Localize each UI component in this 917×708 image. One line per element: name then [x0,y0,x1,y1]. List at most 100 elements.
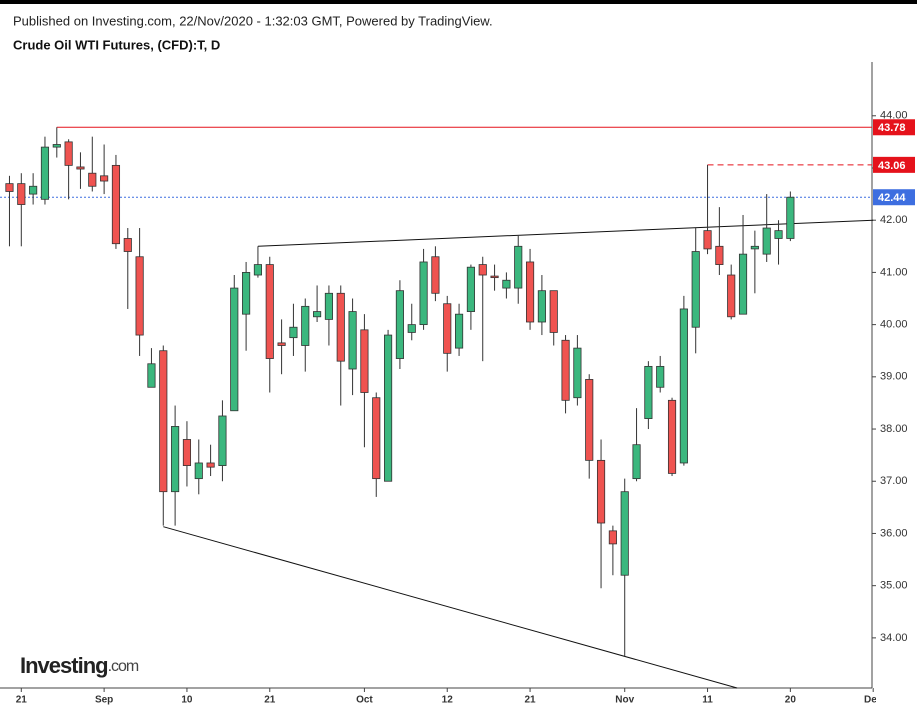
y-tick-label: 34.00 [880,632,908,644]
logo-main: Investing [20,653,108,678]
candle-body [691,251,700,328]
candle-body [703,230,712,250]
price-tag [873,156,915,173]
candle-body [384,334,393,482]
y-tick-label: 44.00 [880,110,908,122]
candle-body [762,227,771,255]
x-tick-label: 20 [785,695,797,706]
candle-body [289,326,298,339]
y-tick-label: 39.00 [880,371,908,383]
candle-body [242,272,251,315]
candle-body [64,141,73,166]
candle-body [40,146,50,200]
candle-body [336,292,345,362]
x-tick-label: Oct [356,695,373,706]
candle-body [194,462,203,480]
trend-line [257,219,874,247]
candle-body [324,292,333,320]
candle-body [727,274,736,318]
price-tag [873,189,915,206]
candle-body [774,230,783,239]
y-tick-label: 37.00 [880,475,908,487]
candle-body [466,266,475,312]
logo: Investing.com [20,653,139,678]
candle-body [171,426,180,493]
price-tag [873,119,915,136]
candle-body [585,379,594,461]
y-tick-label: 41.00 [880,266,908,278]
candle-body [230,287,239,412]
candle-body [360,329,369,393]
chart-title: Crude Oil WTI Futures, (CFD):T, D [13,37,220,52]
candle-body [29,185,38,195]
candle-body [573,347,582,399]
candle-body [301,305,310,346]
plot: 34.00 35.00 36.00 37.00 38.00 39.00 40.00 41.00… [0,110,915,706]
candle-body [372,397,381,480]
candle-body [147,363,156,388]
candle-body [620,491,629,576]
x-tick-label: 21 [524,695,536,706]
candle-body [715,245,724,265]
candle-body [88,172,97,187]
candle-body [738,253,748,315]
candle-body [679,308,688,464]
candle-body [750,245,759,250]
price-tag-label: 42.44 [878,192,906,204]
x-tick-label: Dec [864,695,883,706]
x-tick-label: Nov [615,695,634,706]
candle-body [502,279,511,289]
candle-body [644,365,653,419]
x-tick-label: 11 [702,695,713,706]
x-tick-label: 12 [442,695,454,706]
candle-body [111,164,121,245]
candle-body [561,339,570,401]
candle-body [632,444,641,480]
candle-body [159,350,168,493]
candle-body [443,303,452,354]
candle-body [277,342,286,346]
candle-body [419,261,428,326]
candle-body [667,399,677,474]
x-tick-label: 21 [264,695,276,706]
price-tag-label: 43.78 [878,122,906,134]
trend-line [163,526,738,689]
candle-body [265,264,274,359]
y-tick-label: 42.00 [880,214,908,226]
y-tick-label: 35.00 [880,580,908,592]
candle-body [608,530,617,545]
candle-body [549,290,558,333]
candle-body [100,175,109,182]
y-tick-label: 36.00 [880,527,908,539]
x-tick-label: 10 [181,695,193,706]
candle-body [455,313,464,349]
candle-body [407,324,416,333]
x-tick-label: 21 [16,695,28,706]
candle-body [431,256,440,294]
source: Published on Investing.com, 22/Nov/2020 … [13,13,493,28]
y-tick-label: 40.00 [880,319,908,331]
candle-body [253,264,262,276]
candle-body [206,462,215,468]
candle-body [123,238,132,252]
candle-body [656,365,665,388]
candle-body [135,256,144,336]
candle-body [478,264,487,276]
y-tick-label: 38.00 [880,423,908,435]
candle-body [313,311,322,318]
candle-body [52,144,61,148]
candle-body [395,290,404,359]
candle-body [5,183,14,192]
candle-body [17,183,26,205]
candle-body [786,196,795,239]
top-bar [0,0,917,4]
candle-body [218,415,227,466]
candle-body [490,275,499,279]
candle-body [182,439,192,466]
candle-body [514,245,523,289]
logo-suffix: .com [108,658,139,675]
candle-body [525,261,535,323]
candle-body [537,290,546,323]
candle-body [76,166,85,170]
